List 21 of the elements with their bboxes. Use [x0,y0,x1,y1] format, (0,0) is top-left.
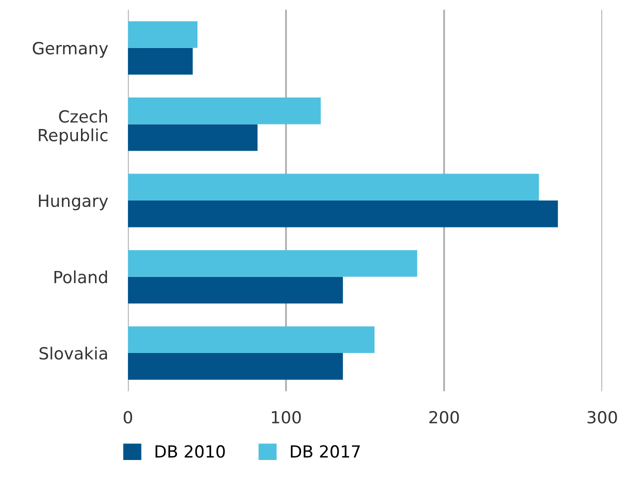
x-tick-label: 0 [124,410,132,424]
y-tick-label: Czech Republic [38,110,108,145]
y-tick-label: Germany [32,42,108,58]
bar [128,276,343,304]
bar [128,98,321,124]
legend-label: DB 2017 [290,445,360,458]
bar [128,48,193,75]
bar [128,353,343,380]
y-tick-label: Poland [54,270,107,284]
y-tick-label: Slovakia [40,346,107,360]
x-tick-label: 100 [272,410,301,424]
bar [128,124,258,151]
bar [128,250,418,277]
bar [128,174,539,200]
bar [128,21,198,48]
legend-label: DB 2010 [156,445,225,458]
x-tick-label: 300 [588,410,617,424]
y-tick-label: Hungary [38,194,108,210]
bar [128,326,375,354]
bar [128,200,558,228]
x-tick-label: 200 [429,410,459,424]
